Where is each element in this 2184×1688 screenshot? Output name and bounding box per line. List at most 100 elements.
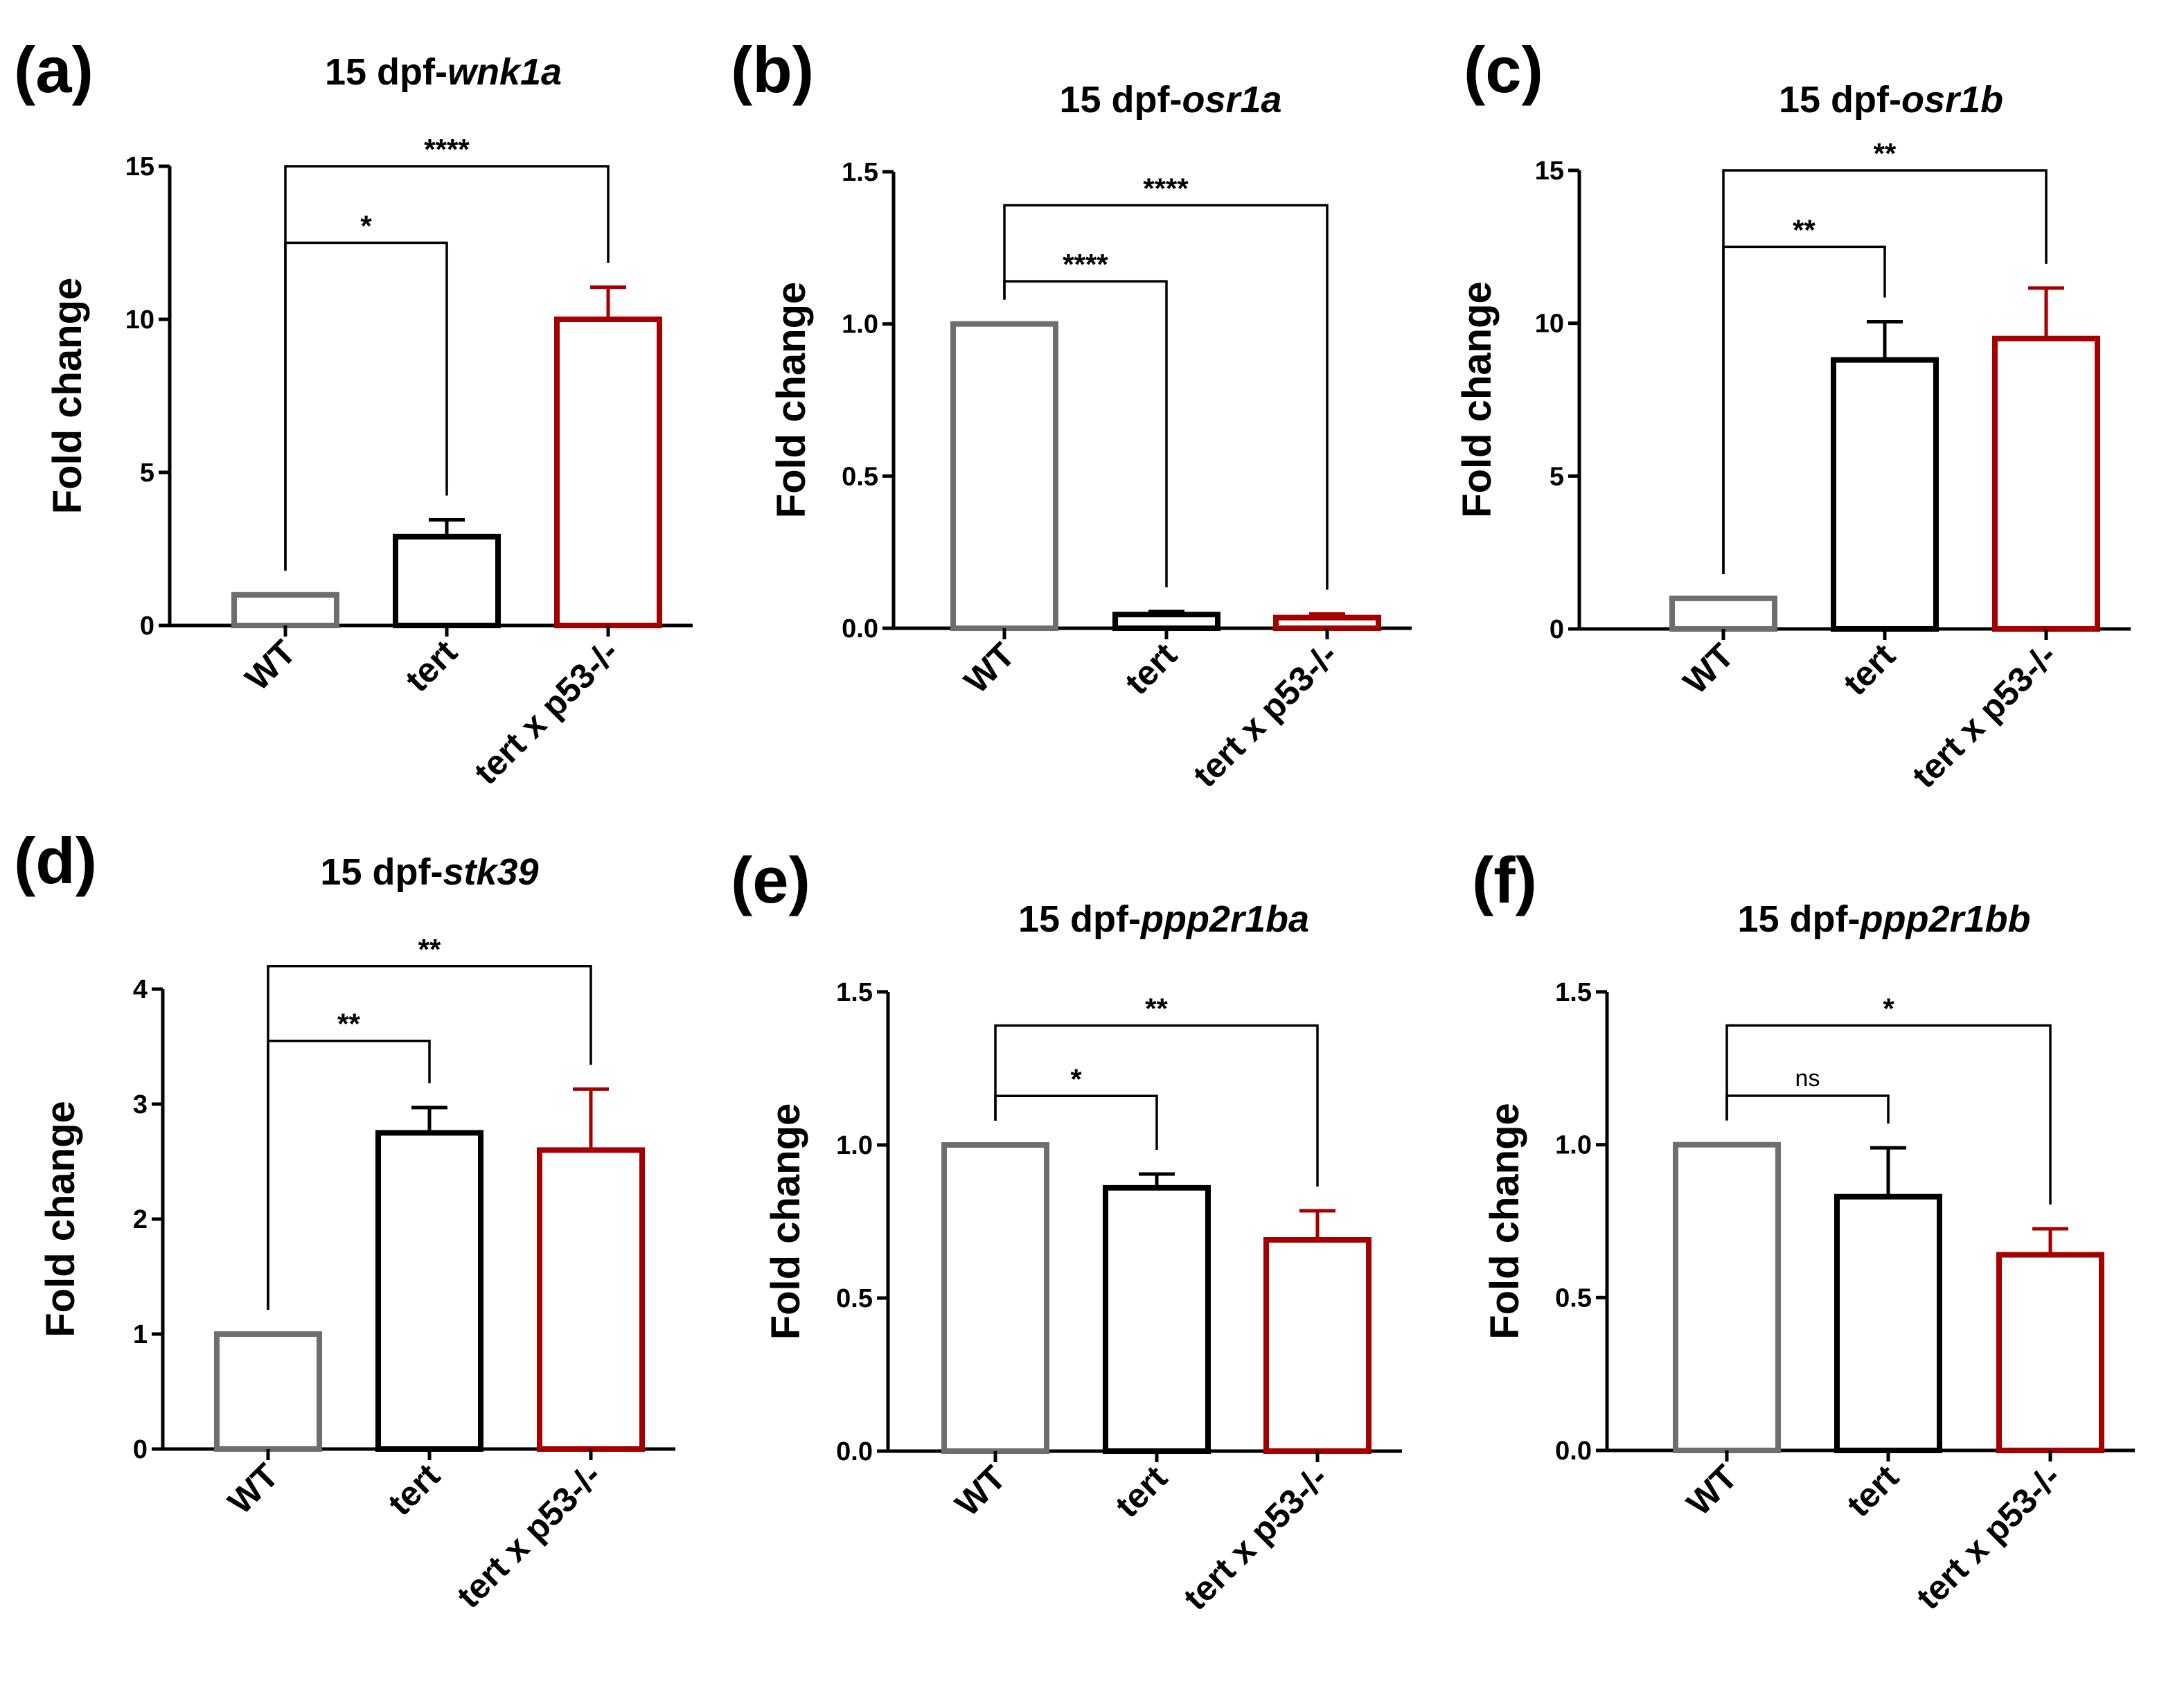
- bar-wt: [941, 1142, 1049, 1454]
- x-category-label: tert: [398, 632, 465, 700]
- x-category-label: tert x p53-/-: [1905, 636, 2064, 795]
- bar-wt: [1673, 1141, 1781, 1453]
- x-category-label: tert x p53-/-: [467, 632, 626, 792]
- y-tick-label: 0.5: [1555, 1283, 1592, 1313]
- panel-label: (a): [14, 33, 94, 106]
- chart-title: 15 dpf-osr1a: [1059, 79, 1281, 121]
- panel-label: (d): [14, 824, 97, 897]
- y-axis-label: Fold change: [45, 278, 90, 515]
- chart-title-gene: ppp2r1ba: [1139, 898, 1309, 940]
- bar-tert-p53: [537, 1147, 645, 1452]
- x-category-label: tert: [1839, 1457, 1906, 1525]
- significance-label: **: [1793, 213, 1815, 246]
- bar-tert: [375, 1130, 483, 1452]
- chart-panel: (d) 15 dpf-stk39 Fold change 0 1 2 3 4 WT tert ter…: [14, 824, 675, 1615]
- significance-label: ****: [424, 133, 470, 166]
- x-category-label: WT: [1676, 636, 1741, 702]
- panel-label: (c): [1464, 33, 1543, 106]
- y-tick-label: 10: [1535, 310, 1564, 339]
- y-tick-label: 0.0: [842, 614, 878, 643]
- bar-wt: [214, 1331, 322, 1452]
- chart-title-gene: wnk1a: [447, 51, 562, 93]
- bar-tert-p53: [554, 317, 662, 628]
- y-tick-label: 0.0: [836, 1437, 873, 1466]
- bar-tert: [1831, 357, 1939, 632]
- significance-bracket: [994, 1094, 1158, 1150]
- significance-bracket: [284, 241, 448, 571]
- y-tick-label: 1: [133, 1320, 148, 1349]
- y-tick-label: 4: [133, 975, 148, 1004]
- significance-label: ****: [1143, 172, 1189, 204]
- chart-title-prefix: 15 dpf-: [1779, 79, 1901, 121]
- chart-title: 15 dpf-osr1b: [1779, 79, 2003, 121]
- significance-label: **: [1145, 993, 1168, 1025]
- chart-panel: (e) 15 dpf-ppp2r1ba Fold change 0.0 0.5 1.0 1.…: [731, 844, 1402, 1617]
- significance-bracket: [1725, 1024, 2052, 1205]
- y-axis-label: Fold change: [763, 1103, 808, 1340]
- bar-tert: [1112, 612, 1220, 631]
- chart-title-gene: osr1a: [1182, 79, 1281, 121]
- significance-bracket: [1003, 204, 1329, 590]
- chart-title-prefix: 15 dpf-: [1018, 898, 1141, 940]
- y-tick-label: 1.5: [842, 158, 878, 187]
- significance-label: *: [360, 210, 372, 242]
- chart-title-gene: osr1b: [1901, 79, 2003, 121]
- y-tick-label: 1.0: [842, 310, 878, 339]
- significance-label: **: [337, 1008, 360, 1040]
- chart-title: 15 dpf-wnk1a: [325, 51, 562, 93]
- bar-tert-p53: [1992, 335, 2100, 632]
- panel-label: (e): [731, 844, 810, 916]
- chart-title-gene: stk39: [443, 851, 538, 893]
- significance-label: *: [1070, 1063, 1082, 1095]
- y-tick-label: 0.5: [842, 462, 878, 491]
- bar-tert-p53: [1263, 1237, 1371, 1455]
- chart-title-prefix: 15 dpf-: [325, 51, 447, 93]
- chart-panel: (c) 15 dpf-osr1b Fold change 0 5 10 15 WT tert te…: [1455, 33, 2131, 795]
- chart-panel: (b) 15 dpf-osr1a Fold change 0.0 0.5 1.0 1.5 WT…: [731, 33, 1412, 794]
- significance-label: **: [418, 933, 441, 966]
- significance-label: **: [1874, 137, 1897, 170]
- x-category-label: WT: [957, 635, 1022, 701]
- y-axis-label: Fold change: [769, 282, 814, 519]
- x-category-label: tert: [380, 1456, 447, 1523]
- y-tick-label: 3: [133, 1090, 148, 1119]
- y-tick-label: 0: [140, 612, 154, 641]
- y-tick-label: 1.0: [1555, 1131, 1592, 1160]
- panel-label: (b): [731, 33, 814, 106]
- chart-title: 15 dpf-stk39: [320, 851, 538, 893]
- y-tick-label: 5: [140, 459, 154, 488]
- bar-wt: [1669, 595, 1777, 632]
- y-tick-label: 1.0: [836, 1131, 873, 1160]
- x-category-label: WT: [1679, 1457, 1745, 1523]
- y-tick-label: 0.0: [1555, 1437, 1592, 1466]
- bar-wt: [231, 592, 339, 628]
- significance-label: ****: [1063, 248, 1108, 281]
- significance-label: ns: [1795, 1065, 1820, 1092]
- y-axis-label: Fold change: [1482, 1103, 1527, 1340]
- y-tick-label: 15: [125, 152, 154, 181]
- x-category-label: tert: [1108, 1458, 1175, 1525]
- x-category-label: WT: [238, 632, 303, 698]
- y-tick-label: 1.5: [836, 978, 873, 1007]
- significance-bracket: [994, 1024, 1319, 1187]
- chart-panel: (f) 15 dpf-ppp2r1bb Fold change 0.0 0.5 1.0 1.…: [1472, 844, 2135, 1617]
- y-tick-label: 1.5: [1555, 978, 1592, 1007]
- chart-title-prefix: 15 dpf-: [1737, 898, 1860, 940]
- y-tick-label: 2: [133, 1205, 148, 1234]
- x-category-label: tert x p53-/-: [450, 1456, 609, 1615]
- x-category-label: WT: [948, 1458, 1013, 1524]
- significance-bracket: [1722, 169, 2048, 574]
- bar-tert: [393, 533, 501, 628]
- x-category-label: tert x p53-/-: [1186, 635, 1345, 794]
- x-category-label: tert x p53-/-: [1176, 1458, 1335, 1617]
- y-tick-label: 0: [133, 1435, 148, 1464]
- y-tick-label: 0: [1550, 615, 1564, 644]
- x-category-label: WT: [220, 1456, 286, 1522]
- x-category-label: tert: [1836, 636, 1903, 703]
- panel-label: (f): [1472, 844, 1537, 916]
- chart-title-prefix: 15 dpf-: [320, 851, 443, 893]
- x-category-label: tert: [1117, 635, 1184, 702]
- chart-panel: (a) 15 dpf-wnk1a Fold change 0 5 10 15 WT tert te…: [14, 33, 693, 792]
- y-axis-label: Fold change: [38, 1101, 83, 1338]
